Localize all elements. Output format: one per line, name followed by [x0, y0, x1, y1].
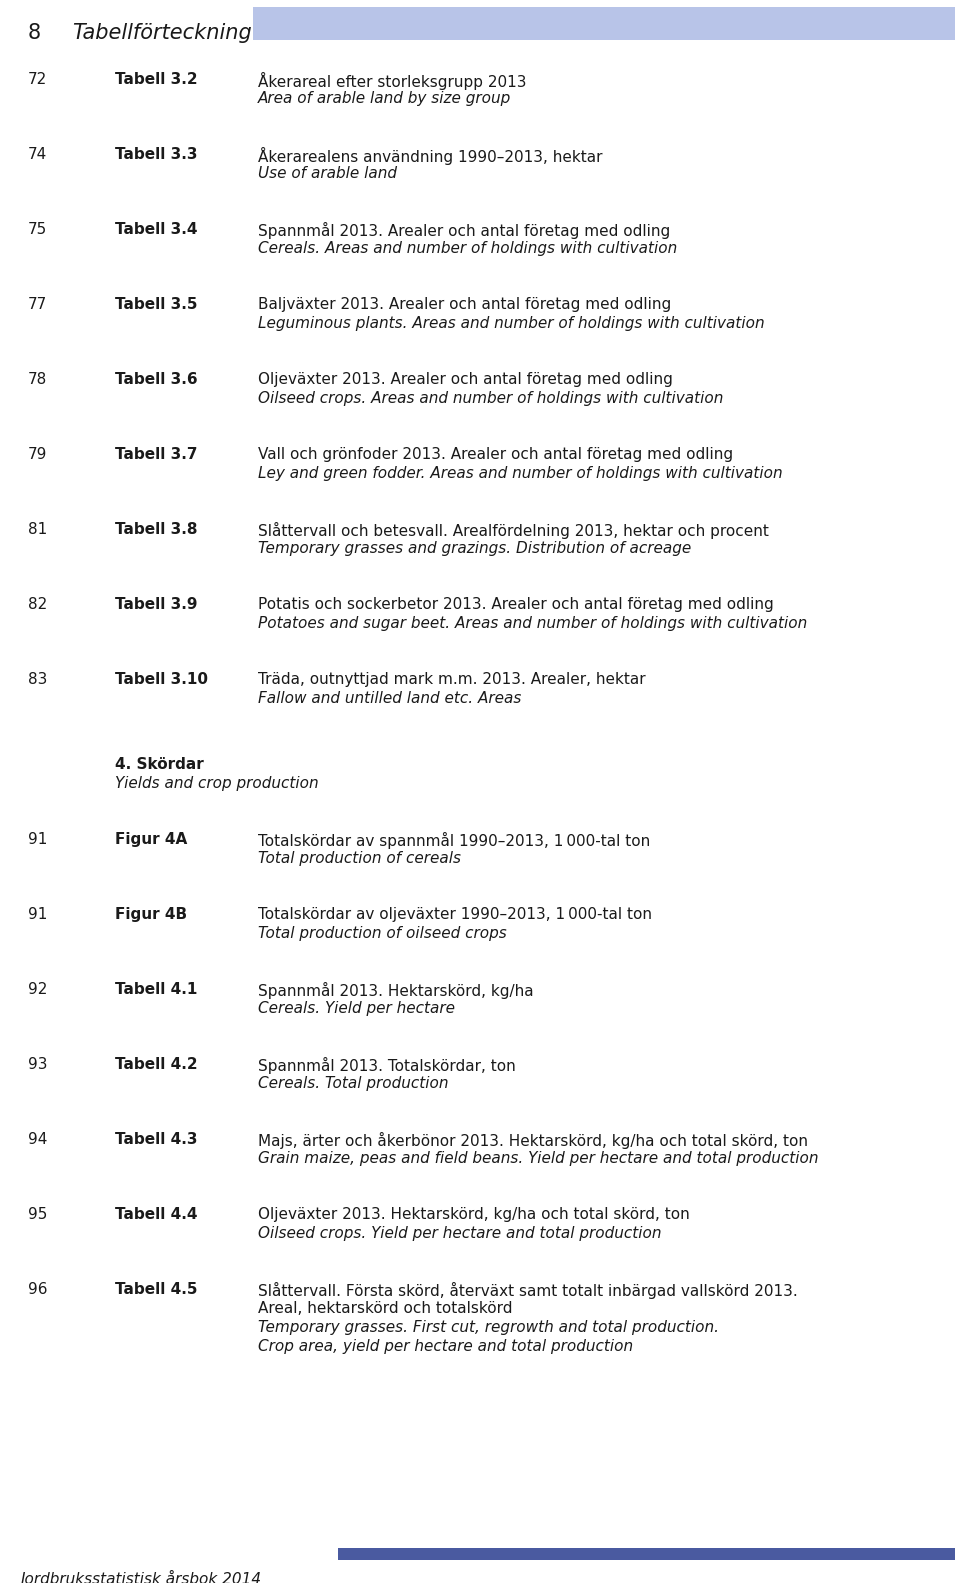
Text: Oljeväxter 2013. Arealer och antal företag med odling: Oljeväxter 2013. Arealer och antal föret… — [258, 372, 673, 386]
Text: Tabell 3.2: Tabell 3.2 — [115, 71, 198, 87]
Text: Tabell 3.9: Tabell 3.9 — [115, 597, 198, 613]
Text: Grain maize, peas and field beans. Yield per hectare and total production: Grain maize, peas and field beans. Yield… — [258, 1151, 819, 1167]
Text: Total production of oilseed crops: Total production of oilseed crops — [258, 926, 507, 940]
Text: Potatoes and sugar beet. Areas and number of holdings with cultivation: Potatoes and sugar beet. Areas and numbe… — [258, 616, 807, 632]
Text: Cereals. Areas and number of holdings with cultivation: Cereals. Areas and number of holdings wi… — [258, 241, 677, 256]
Text: Tabell 3.10: Tabell 3.10 — [115, 673, 208, 687]
Text: Majs, ärter och åkerbönor 2013. Hektarskörd, kg/ha och total skörd, ton: Majs, ärter och åkerbönor 2013. Hektarsk… — [258, 1132, 808, 1149]
Text: Tabellförteckning: Tabellförteckning — [72, 24, 252, 43]
Text: Potatis och sockerbetor 2013. Arealer och antal företag med odling: Potatis och sockerbetor 2013. Arealer oc… — [258, 597, 774, 613]
Text: Totalskördar av spannmål 1990–2013, 1 000-tal ton: Totalskördar av spannmål 1990–2013, 1 00… — [258, 833, 650, 848]
Text: Tabell 4.4: Tabell 4.4 — [115, 1206, 198, 1222]
Text: Figur 4A: Figur 4A — [115, 833, 187, 847]
Text: 72: 72 — [28, 71, 47, 87]
Text: Spannmål 2013. Hektarskörd, kg/ha: Spannmål 2013. Hektarskörd, kg/ha — [258, 981, 534, 999]
Text: Leguminous plants. Areas and number of holdings with cultivation: Leguminous plants. Areas and number of h… — [258, 317, 764, 331]
Text: 96: 96 — [28, 1282, 47, 1296]
Text: 94: 94 — [28, 1132, 47, 1148]
Text: 81: 81 — [28, 522, 47, 537]
Text: Oilseed crops. Areas and number of holdings with cultivation: Oilseed crops. Areas and number of holdi… — [258, 391, 724, 405]
Text: Area of arable land by size group: Area of arable land by size group — [258, 90, 512, 106]
Text: Crop area, yield per hectare and total production: Crop area, yield per hectare and total p… — [258, 1339, 634, 1353]
Text: 91: 91 — [28, 907, 47, 921]
Text: Tabell 3.7: Tabell 3.7 — [115, 446, 198, 462]
Text: Fallow and untilled land etc. Areas: Fallow and untilled land etc. Areas — [258, 692, 521, 706]
Text: Tabell 4.3: Tabell 4.3 — [115, 1132, 198, 1148]
Text: Tabell 4.1: Tabell 4.1 — [115, 981, 198, 997]
Text: 93: 93 — [28, 1057, 47, 1072]
Text: 83: 83 — [28, 673, 47, 687]
Text: Total production of cereals: Total production of cereals — [258, 852, 461, 866]
Text: Cereals. Yield per hectare: Cereals. Yield per hectare — [258, 1000, 455, 1016]
Text: Slåttervall. Första skörd, återväxt samt totalt inbärgad vallskörd 2013.: Slåttervall. Första skörd, återväxt samt… — [258, 1282, 798, 1300]
Text: Temporary grasses. First cut, regrowth and total production.: Temporary grasses. First cut, regrowth a… — [258, 1320, 719, 1334]
Text: 95: 95 — [28, 1206, 47, 1222]
Text: Åkerarealens användning 1990–2013, hektar: Åkerarealens användning 1990–2013, hekta… — [258, 147, 603, 165]
Text: Spannmål 2013. Arealer och antal företag med odling: Spannmål 2013. Arealer och antal företag… — [258, 222, 670, 239]
Text: Tabell 3.4: Tabell 3.4 — [115, 222, 198, 237]
Text: Figur 4B: Figur 4B — [115, 907, 187, 921]
Text: Slåttervall och betesvall. Arealfördelning 2013, hektar och procent: Slåttervall och betesvall. Arealfördelni… — [258, 522, 769, 540]
Text: Tabell 3.5: Tabell 3.5 — [115, 298, 198, 312]
Text: Areal, hektarskörd och totalskörd: Areal, hektarskörd och totalskörd — [258, 1301, 513, 1315]
Text: 4. Skördar: 4. Skördar — [115, 757, 204, 773]
Text: Tabell 4.2: Tabell 4.2 — [115, 1057, 198, 1072]
Text: 91: 91 — [28, 833, 47, 847]
Text: 77: 77 — [28, 298, 47, 312]
Text: Tabell 3.3: Tabell 3.3 — [115, 147, 198, 161]
Text: Tabell 3.8: Tabell 3.8 — [115, 522, 198, 537]
Text: Spannmål 2013. Totalskördar, ton: Spannmål 2013. Totalskördar, ton — [258, 1057, 516, 1073]
Text: Totalskördar av oljeväxter 1990–2013, 1 000-tal ton: Totalskördar av oljeväxter 1990–2013, 1 … — [258, 907, 652, 921]
Text: Temporary grasses and grazings. Distribution of acreage: Temporary grasses and grazings. Distribu… — [258, 541, 691, 556]
Text: 78: 78 — [28, 372, 47, 386]
Text: 75: 75 — [28, 222, 47, 237]
Text: Use of arable land: Use of arable land — [258, 166, 397, 180]
Text: Träda, outnyttjad mark m.m. 2013. Arealer, hektar: Träda, outnyttjad mark m.m. 2013. Areale… — [258, 673, 646, 687]
Text: Baljväxter 2013. Arealer och antal företag med odling: Baljväxter 2013. Arealer och antal föret… — [258, 298, 671, 312]
Bar — [338, 1548, 955, 1559]
Text: Åkerareal efter storleksgrupp 2013: Åkerareal efter storleksgrupp 2013 — [258, 71, 526, 90]
Text: Tabell 4.5: Tabell 4.5 — [115, 1282, 198, 1296]
Text: 8: 8 — [28, 24, 41, 43]
Text: Oljeväxter 2013. Hektarskörd, kg/ha och total skörd, ton: Oljeväxter 2013. Hektarskörd, kg/ha och … — [258, 1206, 689, 1222]
Text: 74: 74 — [28, 147, 47, 161]
Text: 79: 79 — [28, 446, 47, 462]
Text: Ley and green fodder. Areas and number of holdings with cultivation: Ley and green fodder. Areas and number o… — [258, 465, 782, 481]
Text: Yields and crop production: Yields and crop production — [115, 776, 319, 792]
Text: Vall och grönfoder 2013. Arealer och antal företag med odling: Vall och grönfoder 2013. Arealer och ant… — [258, 446, 733, 462]
Text: Oilseed crops. Yield per hectare and total production: Oilseed crops. Yield per hectare and tot… — [258, 1225, 661, 1241]
Text: Jordbruksstatistisk årsbok 2014: Jordbruksstatistisk årsbok 2014 — [20, 1570, 261, 1583]
Text: 82: 82 — [28, 597, 47, 613]
Bar — [253, 6, 955, 40]
Text: Tabell 3.6: Tabell 3.6 — [115, 372, 198, 386]
Text: Cereals. Total production: Cereals. Total production — [258, 1076, 448, 1091]
Text: 92: 92 — [28, 981, 47, 997]
